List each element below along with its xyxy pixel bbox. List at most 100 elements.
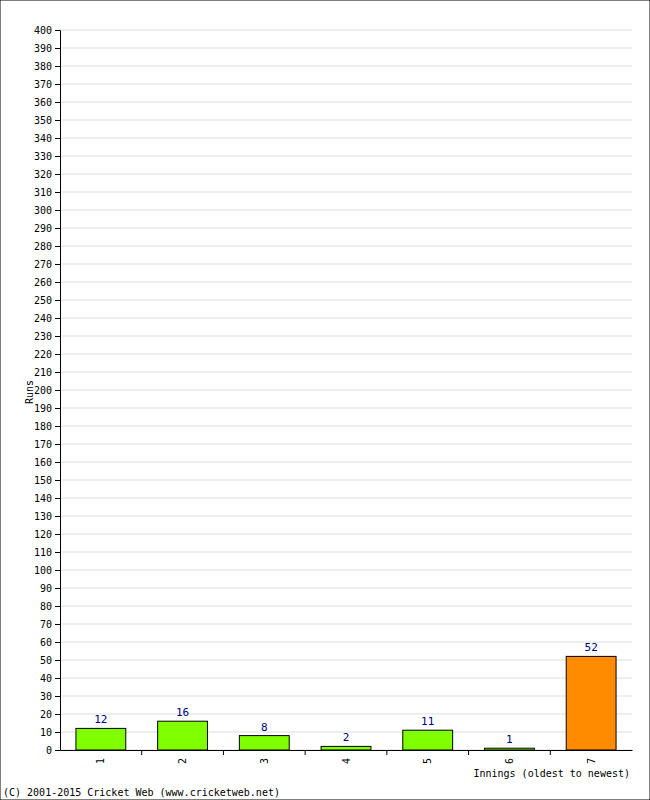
y-tick-mark <box>55 192 60 193</box>
y-tick-mark <box>55 156 60 157</box>
data-label: 16 <box>176 706 189 719</box>
x-tick: 7 <box>586 750 597 764</box>
y-tick: 250 <box>34 295 60 306</box>
x-tick-label: 4 <box>341 758 352 764</box>
grid-line <box>60 390 632 391</box>
y-tick: 400 <box>34 25 60 36</box>
y-tick-mark <box>55 120 60 121</box>
y-tick-mark <box>55 570 60 571</box>
y-tick-label: 390 <box>34 43 52 54</box>
y-tick-label: 20 <box>40 709 52 720</box>
grid-line <box>60 102 632 103</box>
grid-line <box>60 480 632 481</box>
y-tick: 320 <box>34 169 60 180</box>
grid-line <box>60 318 632 319</box>
y-axis-line <box>55 31 61 751</box>
data-label: 2 <box>343 731 350 744</box>
y-tick: 100 <box>34 565 60 576</box>
y-tick-mark <box>55 30 60 31</box>
bar <box>321 746 371 750</box>
grid-line <box>60 588 632 589</box>
grid-line <box>60 192 632 193</box>
y-tick-label: 280 <box>34 241 52 252</box>
grid-line <box>60 642 632 643</box>
y-tick-mark <box>55 210 60 211</box>
data-label: 12 <box>94 713 107 726</box>
y-tick-label: 190 <box>34 403 52 414</box>
grid-line <box>60 714 632 715</box>
y-tick-mark <box>55 300 60 301</box>
y-tick: 310 <box>34 187 60 198</box>
y-tick: 160 <box>34 457 60 468</box>
y-tick-mark <box>55 498 60 499</box>
y-tick-label: 380 <box>34 61 52 72</box>
y-tick: 80 <box>40 601 60 612</box>
y-tick-label: 10 <box>40 727 52 738</box>
y-tick: 120 <box>34 529 60 540</box>
grid-line <box>60 534 632 535</box>
y-tick-mark <box>55 642 60 643</box>
y-axis-title: Runs <box>24 380 35 404</box>
x-tick: 4 <box>341 750 352 764</box>
y-tick: 130 <box>34 511 60 522</box>
y-tick-label: 400 <box>34 25 52 36</box>
x-tick: 2 <box>177 750 188 764</box>
x-separator <box>305 750 306 755</box>
y-tick: 330 <box>34 151 60 162</box>
grid-line <box>60 174 632 175</box>
grid-line <box>60 336 632 337</box>
grid-line <box>60 408 632 409</box>
y-tick-label: 240 <box>34 313 52 324</box>
y-tick-label: 270 <box>34 259 52 270</box>
y-tick-mark <box>55 462 60 463</box>
y-tick-label: 180 <box>34 421 52 432</box>
y-tick: 40 <box>40 673 60 684</box>
y-tick: 240 <box>34 313 60 324</box>
y-tick-mark <box>55 588 60 589</box>
y-tick-mark <box>55 660 60 661</box>
y-tick-mark <box>55 552 60 553</box>
background <box>0 0 650 800</box>
grid-line <box>60 444 632 445</box>
y-tick: 20 <box>40 709 60 720</box>
grid-line <box>60 570 632 571</box>
grid-line <box>60 120 632 121</box>
grid-line <box>60 48 632 49</box>
y-tick: 340 <box>34 133 60 144</box>
y-tick: 220 <box>34 349 60 360</box>
y-tick-mark <box>55 48 60 49</box>
y-tick-label: 140 <box>34 493 52 504</box>
y-tick: 260 <box>34 277 60 288</box>
y-tick-mark <box>55 336 60 337</box>
y-tick-mark <box>55 426 60 427</box>
y-tick: 170 <box>34 439 60 450</box>
y-tick: 210 <box>34 367 60 378</box>
y-tick-mark <box>55 480 60 481</box>
y-tick-mark <box>55 264 60 265</box>
x-separator <box>550 750 551 755</box>
y-tick-label: 290 <box>34 223 52 234</box>
y-tick-label: 30 <box>40 691 52 702</box>
grid-line <box>60 264 632 265</box>
y-tick-mark <box>55 84 60 85</box>
grid-line <box>60 372 632 373</box>
y-tick: 230 <box>34 331 60 342</box>
grid-line <box>60 660 632 661</box>
grid-line <box>60 426 632 427</box>
x-tick: 1 <box>95 750 106 764</box>
y-tick: 190 <box>34 403 60 414</box>
data-label: 8 <box>261 721 268 734</box>
y-tick-label: 350 <box>34 115 52 126</box>
bar <box>485 748 535 750</box>
grid-line <box>60 138 632 139</box>
x-separator <box>141 750 142 755</box>
x-tick: 5 <box>422 750 433 764</box>
y-tick: 370 <box>34 79 60 90</box>
x-separator <box>386 750 387 755</box>
data-label: 52 <box>585 641 598 654</box>
y-tick: 50 <box>40 655 60 666</box>
y-tick-label: 320 <box>34 169 52 180</box>
x-tick-label: 6 <box>504 758 515 764</box>
y-tick-mark <box>55 246 60 247</box>
grid-line <box>60 30 632 31</box>
